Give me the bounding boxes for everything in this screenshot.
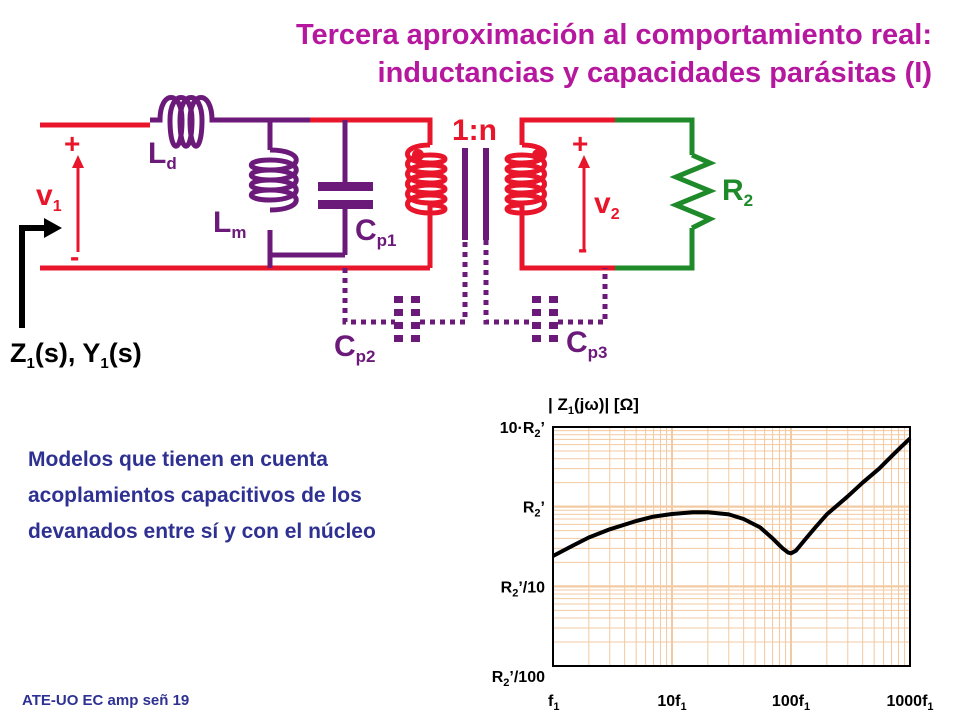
v2-arrow-head <box>578 155 590 168</box>
description-line-1: Modelos que tienen en cuenta <box>28 448 328 471</box>
transformer-secondary-coil <box>504 142 547 235</box>
cp1-label: Cp1 <box>355 214 397 250</box>
r2-resistor <box>669 152 717 231</box>
cp1-plate-top <box>318 182 373 191</box>
circuit-diagram <box>19 95 717 342</box>
v1-arrow-head <box>72 155 84 168</box>
minus-sign-v1: - <box>70 241 79 272</box>
cp1-plate-bottom <box>318 200 373 209</box>
circuit-labels: + - v1 + - v2 Ld Lm Cp1 Cp2 Cp3 1:n R2 Z… <box>10 114 753 372</box>
title-line-1: Tercera aproximación al comportamiento r… <box>295 19 932 51</box>
plus-sign-v2: + <box>572 128 588 159</box>
y-tick-label: R2’/10 <box>501 579 545 599</box>
ld-label: Ld <box>148 137 177 173</box>
secondary-bottom-wire <box>519 235 615 271</box>
y-tick-label: R2’/100 <box>492 669 545 689</box>
secondary-polarity-dot <box>532 149 544 161</box>
lm-label: Lm <box>213 206 246 242</box>
x-tick-label: 100f1 <box>772 693 810 713</box>
v1-label: v1 <box>36 179 62 215</box>
cp3-label: Cp3 <box>566 326 608 362</box>
description-line-3: devanados entre sí y con el núcleo <box>28 520 376 543</box>
impedance-curve <box>552 436 912 558</box>
x-tick-label: 10f1 <box>657 693 686 713</box>
minus-sign-v2: - <box>578 233 587 264</box>
cp2-plates <box>394 296 420 342</box>
impedance-chart: f1 10f1 100f1 1000f1 R2’/100 R2’/10 R2’ 10·R2’… <box>492 395 934 713</box>
cp3-network <box>483 150 608 325</box>
ratio-label: 1:n <box>452 114 497 147</box>
x-tick-label: f1 <box>548 693 559 713</box>
cp3-plates <box>532 296 558 342</box>
x-tick-label: 1000f1 <box>886 693 933 713</box>
y-tick-label: R2’ <box>523 500 545 520</box>
impedance-label: Z1(s), Y1(s) <box>10 338 142 372</box>
x-tick-labels: f1 10f1 100f1 1000f1 <box>548 693 934 713</box>
secondary-top-wire <box>519 117 615 145</box>
cp2-label: Cp2 <box>334 330 376 366</box>
lm-inductor <box>248 147 299 213</box>
chart-grid <box>552 426 911 667</box>
primary-polarity-dot <box>412 149 424 161</box>
v2-label: v2 <box>594 187 620 223</box>
y-tick-label: 10·R2’ <box>500 420 545 440</box>
primary-top-wire-right <box>310 117 433 145</box>
ld-inductor <box>150 95 270 149</box>
cp2-network <box>342 150 468 325</box>
chart-frame <box>552 426 911 667</box>
y-tick-labels: R2’/100 R2’/10 R2’ 10·R2’ <box>492 420 545 689</box>
footer: ATE-UO EC amp señ 19 <box>22 692 190 709</box>
description: Modelos que tienen en cuenta acoplamient… <box>28 442 478 550</box>
r2-top-wire <box>615 117 695 155</box>
impedance-arrow <box>19 225 46 328</box>
plus-sign-v1: + <box>64 128 80 159</box>
description-line-2: acoplamientos capacitivos de los <box>28 484 362 507</box>
r2-bottom-wire <box>615 228 695 271</box>
title-line-2: inductancias y capacidades parásitas (I) <box>377 57 932 89</box>
y-axis-label: | Z1(jω)| [Ω] <box>548 395 639 417</box>
impedance-arrow-head <box>44 218 62 238</box>
transformer-primary-coil <box>405 142 448 235</box>
r2-label: R2 <box>722 174 753 210</box>
